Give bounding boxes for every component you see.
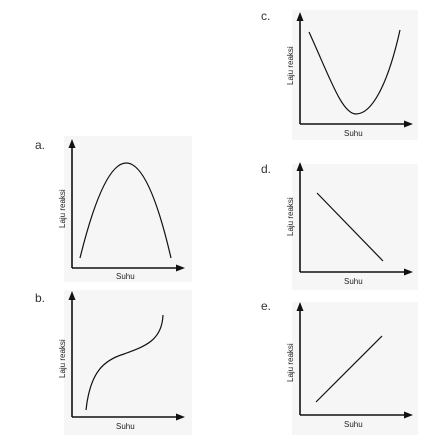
panel-c: Suhu Laju reaksi bbox=[286, 10, 418, 140]
panel-a-curve bbox=[79, 162, 172, 259]
panel-c-y-label: Laju reaksi bbox=[286, 46, 295, 85]
panel-e-x-arrow bbox=[404, 411, 413, 419]
panel-b-y-label: Laju reaksi bbox=[58, 339, 67, 378]
panel-c-curve bbox=[308, 29, 401, 115]
panel-d: Suhu Laju reaksi bbox=[286, 162, 418, 290]
panel-e-label: e. bbox=[261, 299, 272, 313]
panel-a-x-arrow bbox=[176, 264, 185, 272]
panel-c-y-arrow bbox=[296, 12, 304, 21]
panel-b-x-arrow bbox=[176, 413, 185, 421]
panel-a-label: a. bbox=[35, 138, 46, 152]
panel-a-x-label: Suhu bbox=[116, 272, 135, 281]
panel-d-line bbox=[316, 192, 384, 262]
panel-e: Suhu Laju reaksi bbox=[286, 302, 418, 435]
panel-e-line bbox=[315, 335, 383, 403]
panel-d-background bbox=[292, 164, 418, 290]
panel-a: Suhu Laju reaksi bbox=[58, 136, 192, 282]
panel-d-x-arrow bbox=[404, 268, 413, 276]
panel-b-label: b. bbox=[35, 291, 46, 305]
panel-e-y-label: Laju reaksi bbox=[286, 343, 295, 382]
panel-b-curve bbox=[85, 314, 164, 411]
panel-a-background bbox=[64, 136, 192, 282]
panel-c-background bbox=[292, 10, 418, 140]
panel-d-y-arrow bbox=[296, 162, 304, 171]
panel-b: Suhu Laju reaksi bbox=[58, 290, 192, 435]
panel-c-label: c. bbox=[261, 9, 271, 23]
panel-d-y-label: Laju reaksi bbox=[286, 197, 295, 236]
panel-c-x-label: Suhu bbox=[344, 129, 363, 138]
panel-c-x-arrow bbox=[404, 120, 413, 128]
panel-b-y-arrow bbox=[68, 291, 76, 300]
panel-e-x-label: Suhu bbox=[344, 420, 363, 429]
panel-d-x-label: Suhu bbox=[344, 277, 363, 286]
panel-b-x-label: Suhu bbox=[116, 422, 135, 431]
panel-a-y-label: Laju reaksi bbox=[58, 189, 67, 228]
panel-e-y-arrow bbox=[296, 302, 304, 311]
panel-b-background bbox=[64, 290, 192, 435]
panel-e-background bbox=[292, 302, 418, 435]
panel-d-label: d. bbox=[261, 162, 272, 176]
panel-a-y-arrow bbox=[68, 139, 76, 148]
